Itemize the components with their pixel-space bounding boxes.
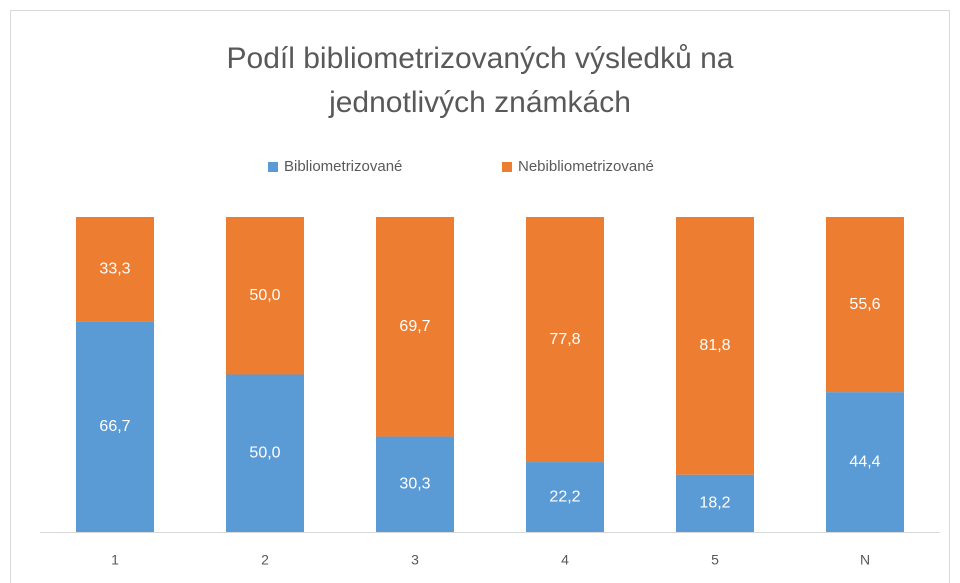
bar-segment (826, 392, 904, 532)
value-label: 22,2 (549, 488, 580, 505)
bar-segment (226, 374, 304, 532)
value-label: 55,6 (849, 296, 880, 313)
x-tick-label: 3 (411, 552, 419, 568)
bar-segment (376, 436, 454, 532)
value-label: 44,4 (849, 453, 880, 470)
bar-segment (76, 217, 154, 322)
x-tick-label: 4 (561, 552, 569, 568)
value-label: 50,0 (249, 287, 280, 304)
x-tick-label: 5 (711, 552, 719, 568)
chart-title: Podíl bibliometrizovaných výsledků na (227, 42, 734, 75)
chart-title: jednotlivých známkách (328, 86, 631, 119)
bar-segment (826, 217, 904, 393)
bar-segment (226, 217, 304, 375)
value-label: 69,7 (399, 318, 430, 335)
bar-segment (76, 321, 154, 532)
value-label: 50,0 (249, 444, 280, 461)
value-label: 81,8 (699, 337, 730, 354)
x-tick-label: N (860, 552, 870, 568)
legend-swatch (502, 162, 512, 172)
value-label: 66,7 (99, 418, 130, 435)
legend-swatch (268, 162, 278, 172)
value-label: 30,3 (399, 475, 430, 492)
value-label: 33,3 (99, 261, 130, 278)
value-label: 77,8 (549, 331, 580, 348)
x-tick-label: 2 (261, 552, 269, 568)
bar-segment (676, 217, 754, 475)
legend-label: Nebibliometrizované (518, 158, 654, 175)
bar-segment (376, 217, 454, 437)
x-tick-label: 1 (111, 552, 119, 568)
chart-border (10, 10, 950, 583)
bar-segment (676, 474, 754, 532)
bar-segment (526, 462, 604, 532)
legend-label: Bibliometrizované (284, 158, 402, 175)
value-label: 18,2 (699, 495, 730, 512)
bar-segment (526, 217, 604, 463)
